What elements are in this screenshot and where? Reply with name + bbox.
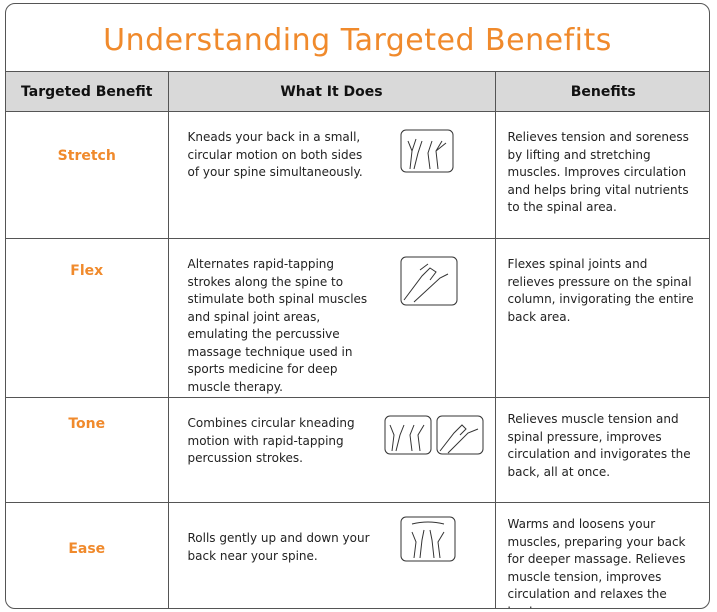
what-cell: Alternates rapid-tapping strokes along t… <box>168 238 496 398</box>
benefits-text: Warms and loosens your muscles, preparin… <box>507 517 686 608</box>
header-cell: Targeted Benefit <box>6 71 169 112</box>
benefits-cell: Flexes spinal joints and relieves pressu… <box>495 238 709 398</box>
what-text: Alternates rapid-tapping strokes along t… <box>187 257 368 394</box>
benefits-cell: Warms and loosens your muscles, preparin… <box>495 502 709 608</box>
what-cell: Rolls gently up and down your back near … <box>168 502 496 608</box>
benefits-text: Relieves muscle tension and spinal press… <box>507 412 691 479</box>
what-text: Combines circular kneading motion with r… <box>187 416 355 465</box>
what-cell: Combines circular kneading motion with r… <box>168 397 496 503</box>
benefits-cell: Relieves tension and soreness by lifting… <box>495 111 709 239</box>
benefit-name: Stretch <box>6 111 169 239</box>
page: Understanding Targeted Benefits Targeted… <box>5 3 710 609</box>
what-text: Kneads your back in a small, circular mo… <box>187 130 363 179</box>
title: Understanding Targeted Benefits <box>103 23 612 58</box>
benefits-table: Targeted Benefit What It Does Benefits S… <box>6 71 709 608</box>
benefit-name: Ease <box>6 502 169 608</box>
icon <box>400 129 453 173</box>
what-text: Rolls gently up and down your back near … <box>187 531 370 563</box>
icon <box>436 415 483 455</box>
row: Flex Alternates rapid-tapping strokes al… <box>6 238 709 398</box>
benefit-name: Tone <box>6 397 169 503</box>
row: Ease Rolls gently up and down your back … <box>6 502 709 608</box>
benefits-text: Relieves tension and soreness by lifting… <box>507 130 689 214</box>
row: Tone Combines circular kneading motion w… <box>6 397 709 503</box>
header-row: Targeted Benefit What It Does Benefits <box>6 71 709 112</box>
benefits-text: Flexes spinal joints and relieves pressu… <box>507 257 694 324</box>
row: Stretch Kneads your back in a small, cir… <box>6 111 709 239</box>
benefit-name: Flex <box>6 238 169 398</box>
header-cell: Benefits <box>495 71 709 112</box>
icon <box>400 516 455 562</box>
icon <box>400 256 457 306</box>
benefits-cell: Relieves muscle tension and spinal press… <box>495 397 709 503</box>
header-cell: What It Does <box>168 71 496 112</box>
what-cell: Kneads your back in a small, circular mo… <box>168 111 496 239</box>
icon <box>384 415 431 455</box>
